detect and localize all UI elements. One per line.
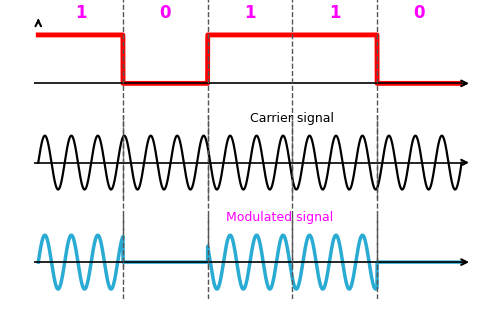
Text: 1: 1: [329, 4, 340, 22]
Text: 1: 1: [244, 4, 256, 22]
Text: Modulated signal: Modulated signal: [226, 211, 333, 224]
Text: Carrier signal: Carrier signal: [250, 112, 334, 125]
Text: 1: 1: [75, 4, 87, 22]
Text: 0: 0: [159, 4, 171, 22]
Text: 0: 0: [414, 4, 425, 22]
